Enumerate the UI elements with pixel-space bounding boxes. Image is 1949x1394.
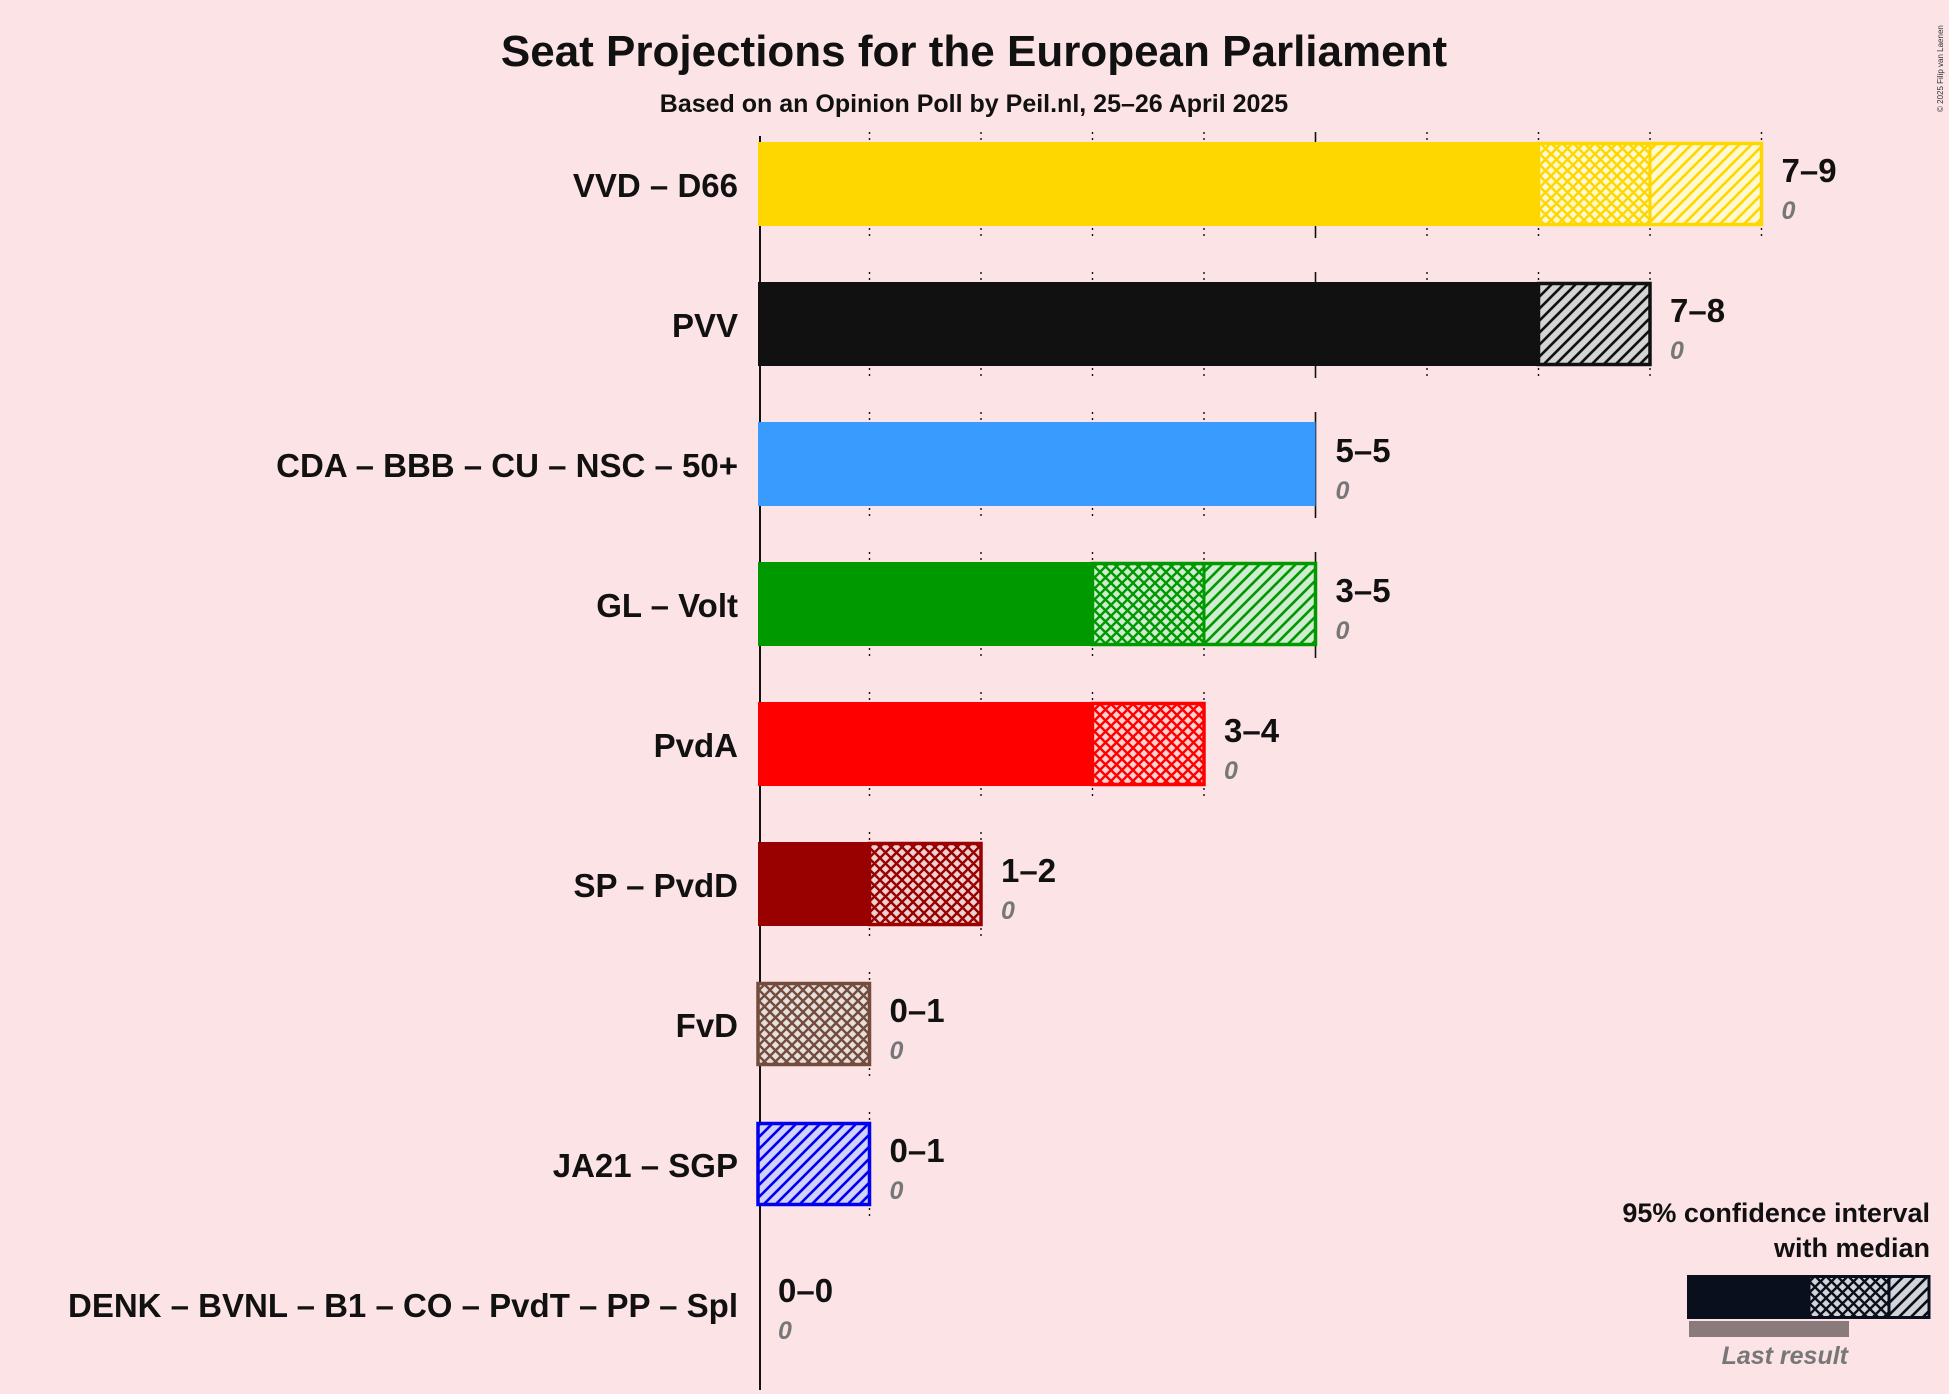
bar-solid — [758, 702, 1093, 786]
bars: VVD – D66 7–9 0 PVV 7–8 0 CDA – BBB – CU – NSC… — [68, 141, 1837, 1345]
party-label: JA21 – SGP — [553, 1147, 738, 1184]
party-label: GL – Volt — [596, 587, 738, 624]
bar-ci-outline — [867, 841, 983, 927]
party-label: FvD — [676, 1007, 738, 1044]
legend-solid-swatch — [1687, 1275, 1809, 1319]
legend-last-result-swatch — [1689, 1321, 1849, 1337]
last-result-label: 0 — [1001, 897, 1015, 925]
range-label: 0–0 — [778, 1272, 833, 1309]
bar-solid — [758, 282, 1539, 366]
legend-last-result-label: Last result — [1722, 1342, 1850, 1370]
bar-ci-outline — [1090, 701, 1206, 787]
range-label: 7–8 — [1670, 292, 1725, 329]
bar-ci-lower — [1092, 562, 1204, 646]
range-label: 5–5 — [1336, 432, 1391, 469]
bar-ci-lower — [1092, 702, 1204, 786]
legend-crosshatch-swatch — [1809, 1275, 1889, 1319]
range-label: 3–4 — [1224, 712, 1280, 749]
bar-solid — [758, 142, 1539, 226]
bar-ci-upper — [1538, 282, 1650, 366]
range-label: 3–5 — [1336, 572, 1391, 609]
legend-title-line2: with median — [1773, 1233, 1930, 1263]
bar-ci-lower — [758, 982, 870, 1066]
legend: 95% confidence interval with median Last r… — [1622, 1198, 1931, 1370]
bar-ci-lower — [1538, 142, 1650, 226]
last-result-label: 0 — [1782, 197, 1796, 225]
last-result-label: 0 — [1336, 477, 1350, 505]
last-result-label: 0 — [1224, 757, 1238, 785]
range-label: 0–1 — [890, 992, 945, 1029]
chart-title: Seat Projections for the European Parlia… — [501, 27, 1448, 76]
party-label: SP – PvdD — [574, 867, 738, 904]
bar-ci-outline — [1536, 281, 1652, 367]
legend-ci-outline — [1807, 1275, 1931, 1319]
bar-ci-outline — [756, 981, 872, 1067]
last-result-label: 0 — [890, 1037, 904, 1065]
party-label: CDA – BBB – CU – NSC – 50+ — [276, 447, 738, 484]
party-label: PvdA — [654, 727, 738, 764]
party-label: VVD – D66 — [573, 167, 738, 204]
range-label: 0–1 — [890, 1132, 945, 1169]
bar-ci-upper — [1204, 562, 1316, 646]
last-result-label: 0 — [890, 1177, 904, 1205]
range-label: 7–9 — [1782, 152, 1837, 189]
bar-ci-outline — [756, 1121, 872, 1207]
party-label: PVV — [672, 307, 738, 344]
chart-subtitle: Based on an Opinion Poll by Peil.nl, 25–… — [660, 90, 1289, 118]
bar-ci-upper — [1650, 142, 1762, 226]
last-result-label: 0 — [1336, 617, 1350, 645]
range-label: 1–2 — [1001, 852, 1056, 889]
bar-solid — [758, 562, 1093, 646]
legend-hatch-swatch — [1889, 1275, 1929, 1319]
copyright-note: © 2025 Filip van Laenen — [1936, 25, 1945, 112]
bar-ci-lower — [869, 842, 981, 926]
party-label: DENK – BVNL – B1 – CO – PvdT – PP – Spl — [68, 1287, 738, 1324]
bar-solid — [758, 842, 870, 926]
legend-title-line1: 95% confidence interval — [1622, 1198, 1930, 1228]
bar-solid — [758, 422, 1316, 506]
last-result-label: 0 — [778, 1317, 792, 1345]
bar-ci-upper — [758, 1122, 870, 1206]
last-result-label: 0 — [1670, 337, 1684, 365]
